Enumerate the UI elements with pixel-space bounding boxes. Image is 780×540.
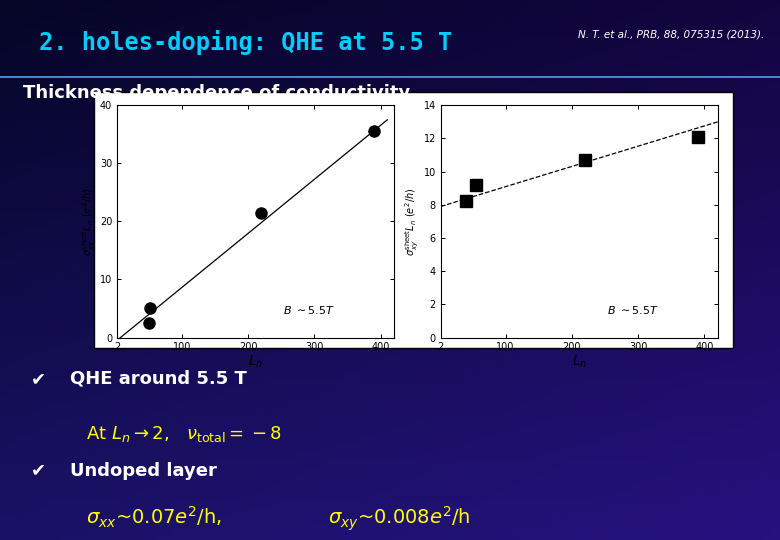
Text: N. T. et al., PRB, 88, 075315 (2013).: N. T. et al., PRB, 88, 075315 (2013). <box>578 30 764 40</box>
X-axis label: $L_n$: $L_n$ <box>248 354 263 370</box>
Text: $\sigma_{xx}$~0.07$e^2$/h,: $\sigma_{xx}$~0.07$e^2$/h, <box>86 505 222 530</box>
Text: ✔: ✔ <box>31 370 46 388</box>
Y-axis label: $\sigma_{xx}^{\rm sheet} L_n\ (e^2/h)$: $\sigma_{xx}^{\rm sheet} L_n\ (e^2/h)$ <box>80 187 97 255</box>
Text: $\sigma_{xy}$~0.008$e^2$/h: $\sigma_{xy}$~0.008$e^2$/h <box>328 505 470 534</box>
Text: 2. holes-doping: QHE at 5.5 T: 2. holes-doping: QHE at 5.5 T <box>39 30 452 55</box>
Text: $B\ {\sim}5.5$T: $B\ {\sim}5.5$T <box>283 304 335 316</box>
Text: Undoped layer: Undoped layer <box>70 462 217 480</box>
Y-axis label: $\sigma_{xy}^{\rm sheet} L_n\ (e^2/h)$: $\sigma_{xy}^{\rm sheet} L_n\ (e^2/h)$ <box>403 187 420 255</box>
Text: ✔: ✔ <box>31 462 46 480</box>
Text: $B\ {\sim}5.5$T: $B\ {\sim}5.5$T <box>607 304 659 316</box>
X-axis label: $L_n$: $L_n$ <box>572 354 587 370</box>
Text: Thickness dependence of conductivity: Thickness dependence of conductivity <box>23 84 410 102</box>
Text: QHE around 5.5 T: QHE around 5.5 T <box>70 370 247 388</box>
Text: At $L_n \rightarrow 2$,   $\nu_{\mathrm{total}} = -8$: At $L_n \rightarrow 2$, $\nu_{\mathrm{to… <box>86 424 282 444</box>
